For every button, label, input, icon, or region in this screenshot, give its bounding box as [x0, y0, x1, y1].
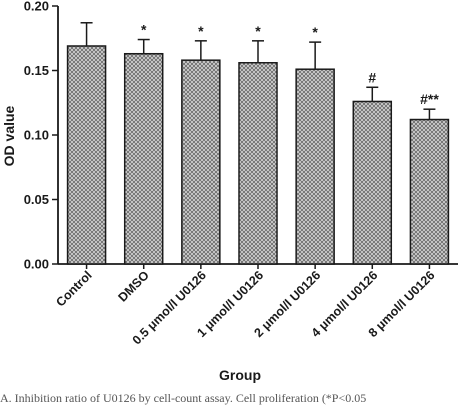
- significance-marker: #: [368, 69, 376, 85]
- y-tick-label: 0.10: [24, 128, 49, 143]
- bar: [295, 68, 335, 265]
- figure-caption: A. Inhibition ratio of U0126 by cell-cou…: [0, 391, 367, 405]
- x-tick-label: DMSO: [115, 268, 152, 305]
- x-axis-title: Group: [219, 367, 261, 383]
- x-tick-label: Control: [53, 268, 94, 309]
- y-tick-label: 0.05: [24, 192, 49, 207]
- significance-marker: *: [312, 24, 318, 40]
- bar: [409, 118, 450, 265]
- y-tick-label: 0.20: [24, 0, 49, 14]
- bar: [123, 52, 164, 265]
- significance-marker: *: [198, 23, 204, 39]
- significance-marker: *: [255, 23, 261, 39]
- significance-marker: #**: [420, 91, 439, 107]
- bar: [181, 59, 221, 265]
- significance-marker: *: [141, 22, 147, 38]
- bar: [352, 100, 393, 265]
- y-axis-title: OD value: [1, 105, 17, 166]
- bar: [66, 45, 107, 265]
- bar: [238, 62, 278, 265]
- y-tick-label: 0.00: [24, 257, 49, 272]
- y-tick-label: 0.15: [24, 63, 49, 78]
